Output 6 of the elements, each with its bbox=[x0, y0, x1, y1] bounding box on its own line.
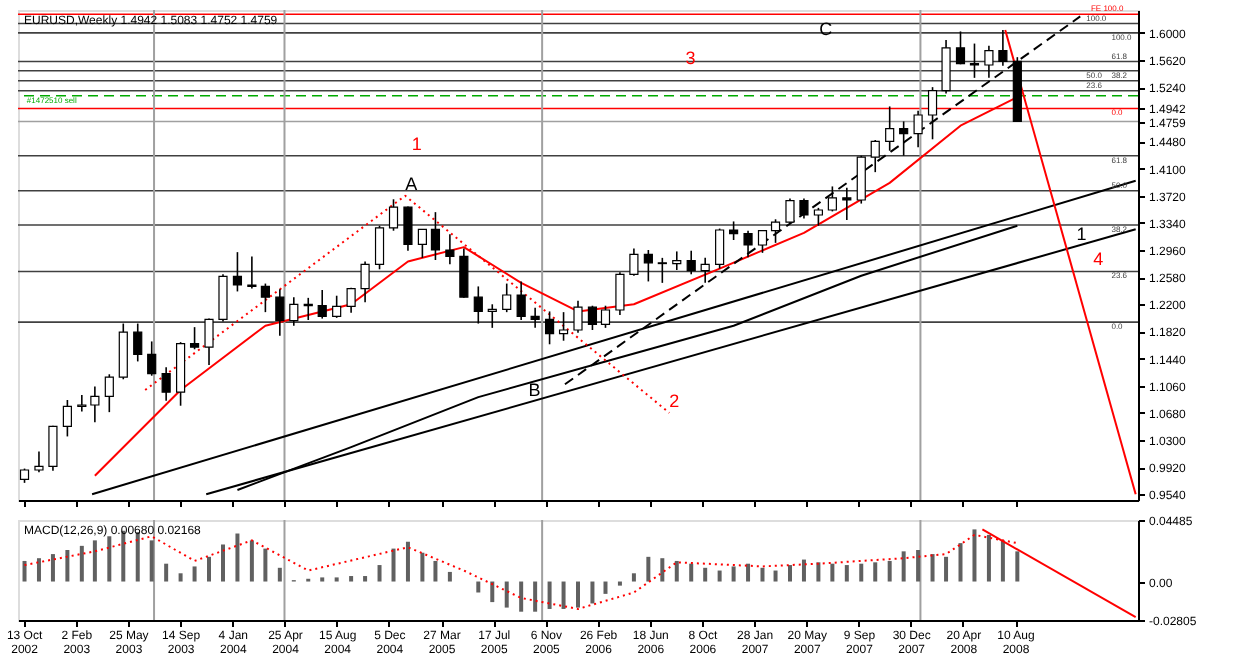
annotation: 1 bbox=[411, 133, 422, 154]
annotation: B bbox=[528, 380, 541, 401]
annotation: 4 bbox=[1093, 249, 1104, 270]
annotation: 1 bbox=[1076, 224, 1087, 245]
annotation: 2 bbox=[669, 390, 680, 411]
annotation: A bbox=[405, 173, 418, 194]
